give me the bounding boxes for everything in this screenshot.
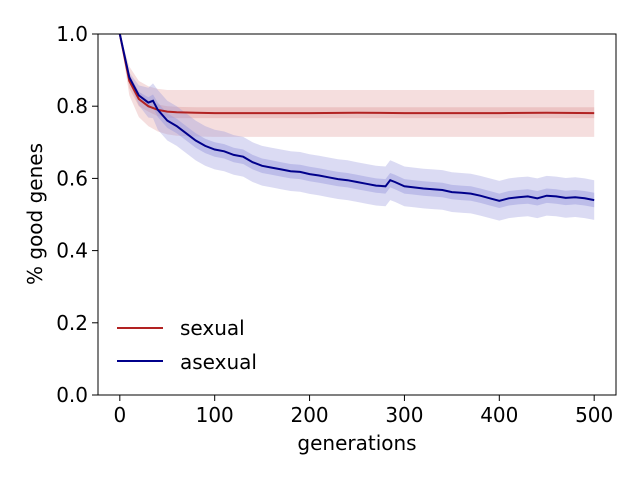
legend: sexual asexual — [117, 316, 257, 374]
plot-frame — [97, 33, 617, 396]
band-inner-asexual — [119, 34, 595, 208]
x-tick-label: 400 — [480, 403, 518, 427]
y-tick-label: 0.4 — [56, 239, 88, 263]
y-tick-label: 0.0 — [56, 383, 88, 407]
y-tick-label: 1.0 — [56, 22, 88, 46]
y-tick-label: 0.2 — [56, 311, 88, 335]
y-axis-label: % good genes — [23, 143, 47, 285]
series-lines — [118, 33, 595, 202]
band-outer-sexual — [119, 34, 595, 137]
legend-label-sexual: sexual — [180, 316, 245, 340]
legend-label-asexual: asexual — [180, 350, 257, 374]
x-axis-ticks: 0 100 200 300 400 500 — [113, 395, 613, 427]
x-tick-label: 200 — [290, 403, 328, 427]
x-tick-label: 500 — [575, 403, 613, 427]
series-line-asexual — [118, 33, 595, 202]
x-tick-label: 100 — [196, 403, 234, 427]
band-inner-sexual — [119, 34, 595, 119]
y-tick-label: 0.6 — [56, 166, 88, 190]
x-tick-label: 300 — [385, 403, 423, 427]
y-tick-label: 0.8 — [56, 94, 88, 118]
x-axis-label: generations — [297, 431, 416, 455]
band-outer-asexual — [119, 34, 595, 221]
x-tick-label: 0 — [113, 403, 126, 427]
y-axis-ticks: 0.0 0.2 0.4 0.6 0.8 1.0 — [56, 22, 98, 407]
series-line-sexual — [118, 33, 595, 115]
confidence-bands — [119, 34, 595, 221]
